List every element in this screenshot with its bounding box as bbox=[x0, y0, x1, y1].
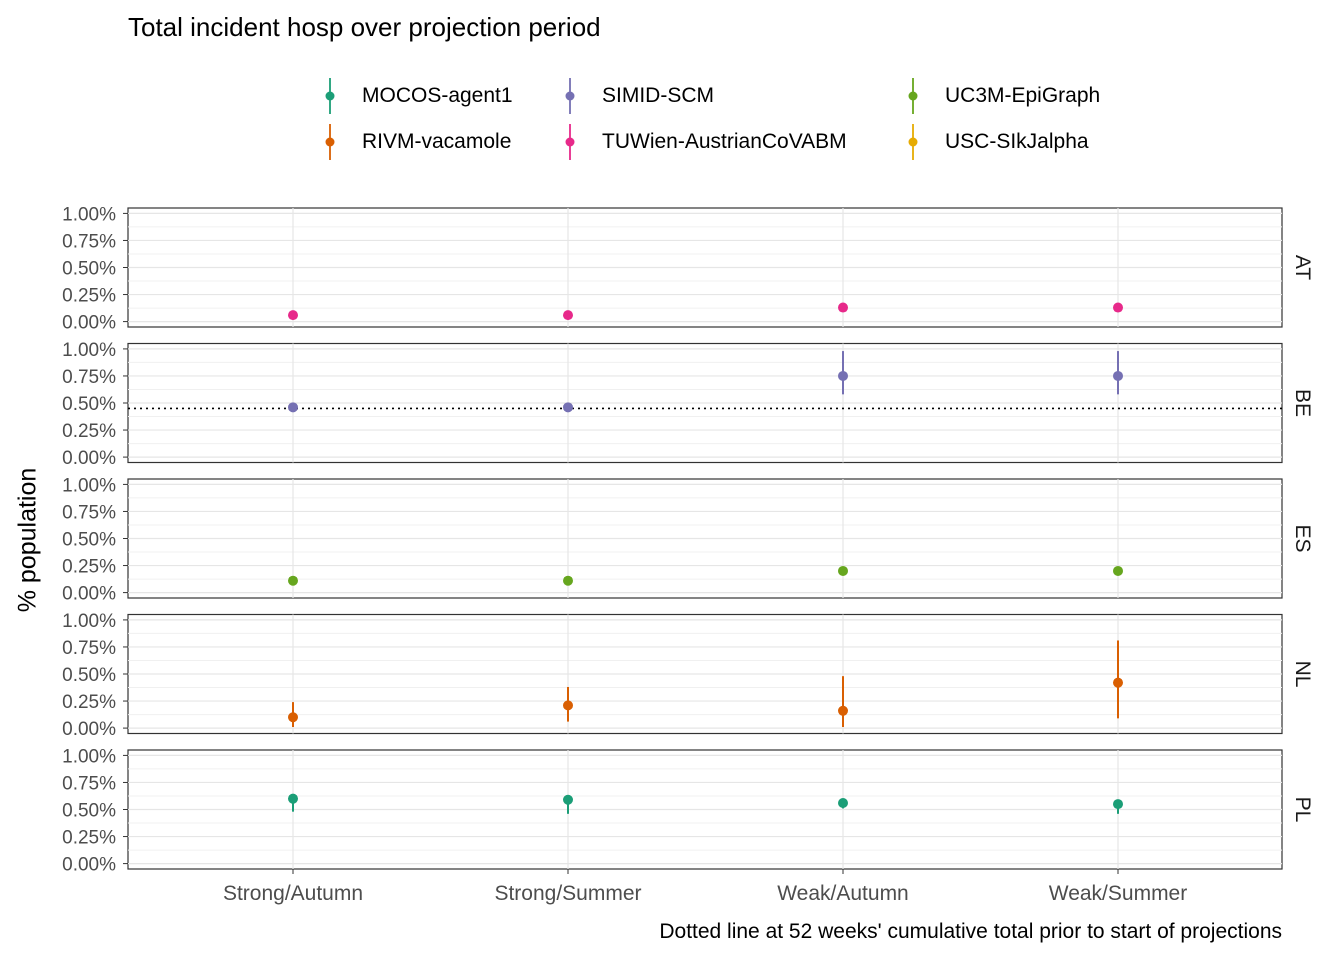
legend-label: USC-SIkJalpha bbox=[945, 130, 1089, 153]
legend-key-icon bbox=[893, 76, 933, 116]
facet-strip-label: AT bbox=[1291, 255, 1314, 280]
data-point bbox=[563, 575, 573, 586]
y-tick-label: 0.50% bbox=[62, 259, 116, 280]
y-tick-label: 0.00% bbox=[62, 584, 116, 605]
y-tick-label: 0.25% bbox=[62, 557, 116, 578]
data-point bbox=[288, 575, 298, 586]
legend-key-icon bbox=[893, 122, 933, 162]
data-point bbox=[288, 793, 298, 804]
facet-strip-label: NL bbox=[1291, 661, 1314, 688]
y-tick-label: 0.50% bbox=[62, 665, 116, 686]
y-tick-label: 0.75% bbox=[62, 502, 116, 523]
y-tick-label: 0.25% bbox=[62, 421, 116, 442]
legend-label: SIMID-SCM bbox=[602, 84, 714, 107]
y-tick-label: 0.50% bbox=[62, 394, 116, 415]
legend-item: USC-SIkJalpha bbox=[893, 122, 1089, 162]
y-tick-label: 0.75% bbox=[62, 231, 116, 252]
legend-key-icon bbox=[550, 76, 590, 116]
data-point bbox=[1113, 799, 1123, 810]
y-tick-label: 0.75% bbox=[62, 773, 116, 794]
y-tick-label: 0.00% bbox=[62, 719, 116, 740]
data-point bbox=[838, 370, 848, 381]
legend-key-icon bbox=[550, 122, 590, 162]
y-tick-label: 0.25% bbox=[62, 692, 116, 713]
data-point bbox=[288, 402, 298, 413]
data-point bbox=[838, 302, 848, 313]
facet-strip-label: ES bbox=[1291, 524, 1314, 552]
chart-caption: Dotted line at 52 weeks' cumulative tota… bbox=[659, 920, 1282, 943]
data-point bbox=[838, 798, 848, 809]
data-point bbox=[563, 402, 573, 413]
data-point bbox=[563, 794, 573, 805]
y-tick-label: 0.25% bbox=[62, 286, 116, 307]
chart-title: Total incident hosp over projection peri… bbox=[128, 12, 601, 42]
facet-strip-label: PL bbox=[1291, 797, 1314, 823]
y-tick-label: 0.75% bbox=[62, 367, 116, 388]
y-tick-label: 1.00% bbox=[62, 340, 116, 361]
legend-key-icon bbox=[310, 122, 350, 162]
legend-key-icon bbox=[310, 76, 350, 116]
data-point bbox=[1113, 565, 1123, 576]
legend-label: MOCOS-agent1 bbox=[362, 84, 513, 107]
data-point bbox=[1113, 677, 1123, 688]
y-tick-label: 0.00% bbox=[62, 855, 116, 876]
y-tick-label: 1.00% bbox=[62, 611, 116, 632]
x-tick-label: Strong/Autumn bbox=[223, 882, 363, 905]
y-tick-label: 1.00% bbox=[62, 204, 116, 225]
y-axis-label: % population bbox=[13, 467, 42, 613]
legend-label: UC3M-EpiGraph bbox=[945, 84, 1101, 107]
legend-item: TUWien-AustrianCoVABM bbox=[550, 122, 847, 162]
legend-item: MOCOS-agent1 bbox=[310, 76, 513, 116]
y-tick-label: 0.50% bbox=[62, 530, 116, 551]
legend-item: UC3M-EpiGraph bbox=[893, 76, 1100, 116]
x-tick-label: Strong/Summer bbox=[494, 882, 641, 905]
data-point bbox=[1113, 370, 1123, 381]
data-point bbox=[1113, 302, 1123, 313]
y-tick-label: 0.75% bbox=[62, 638, 116, 659]
facet-strip-label: BE bbox=[1291, 389, 1314, 417]
legend: MOCOS-agent1 RIVM-vacamole SIMID-SCM TUWien… bbox=[0, 0, 1344, 170]
legend-item: RIVM-vacamole bbox=[310, 122, 511, 162]
data-point bbox=[838, 565, 848, 576]
legend-label: RIVM-vacamole bbox=[362, 130, 512, 153]
legend-item: SIMID-SCM bbox=[550, 76, 714, 116]
legend-label: TUWien-AustrianCoVABM bbox=[602, 130, 847, 153]
data-point bbox=[288, 310, 298, 321]
y-tick-label: 1.00% bbox=[62, 746, 116, 767]
data-point bbox=[838, 705, 848, 716]
x-tick-label: Weak/Summer bbox=[1049, 882, 1187, 905]
x-tick-label: Weak/Autumn bbox=[777, 882, 909, 905]
data-point bbox=[563, 700, 573, 711]
y-tick-label: 0.50% bbox=[62, 801, 116, 822]
y-tick-label: 0.00% bbox=[62, 448, 116, 469]
y-tick-label: 0.00% bbox=[62, 313, 116, 334]
data-point bbox=[288, 712, 298, 723]
data-point bbox=[563, 310, 573, 321]
y-tick-label: 0.25% bbox=[62, 828, 116, 849]
y-tick-label: 1.00% bbox=[62, 475, 116, 496]
